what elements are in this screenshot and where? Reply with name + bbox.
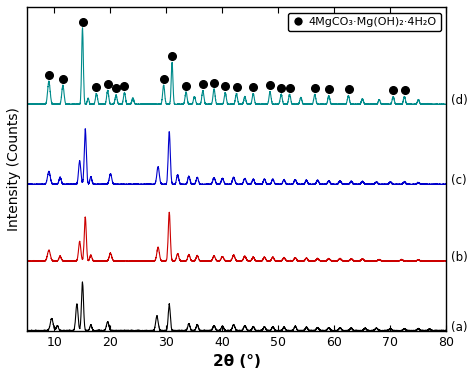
- Text: (b): (b): [451, 251, 468, 264]
- Text: (c): (c): [451, 174, 466, 188]
- Text: (d): (d): [451, 94, 468, 108]
- Y-axis label: Intensity (Counts): Intensity (Counts): [7, 107, 21, 231]
- X-axis label: 2θ (°): 2θ (°): [212, 354, 260, 369]
- Text: (a): (a): [451, 321, 467, 334]
- Legend: 4MgCO₃·Mg(OH)₂·4H₂O: 4MgCO₃·Mg(OH)₂·4H₂O: [288, 12, 441, 31]
